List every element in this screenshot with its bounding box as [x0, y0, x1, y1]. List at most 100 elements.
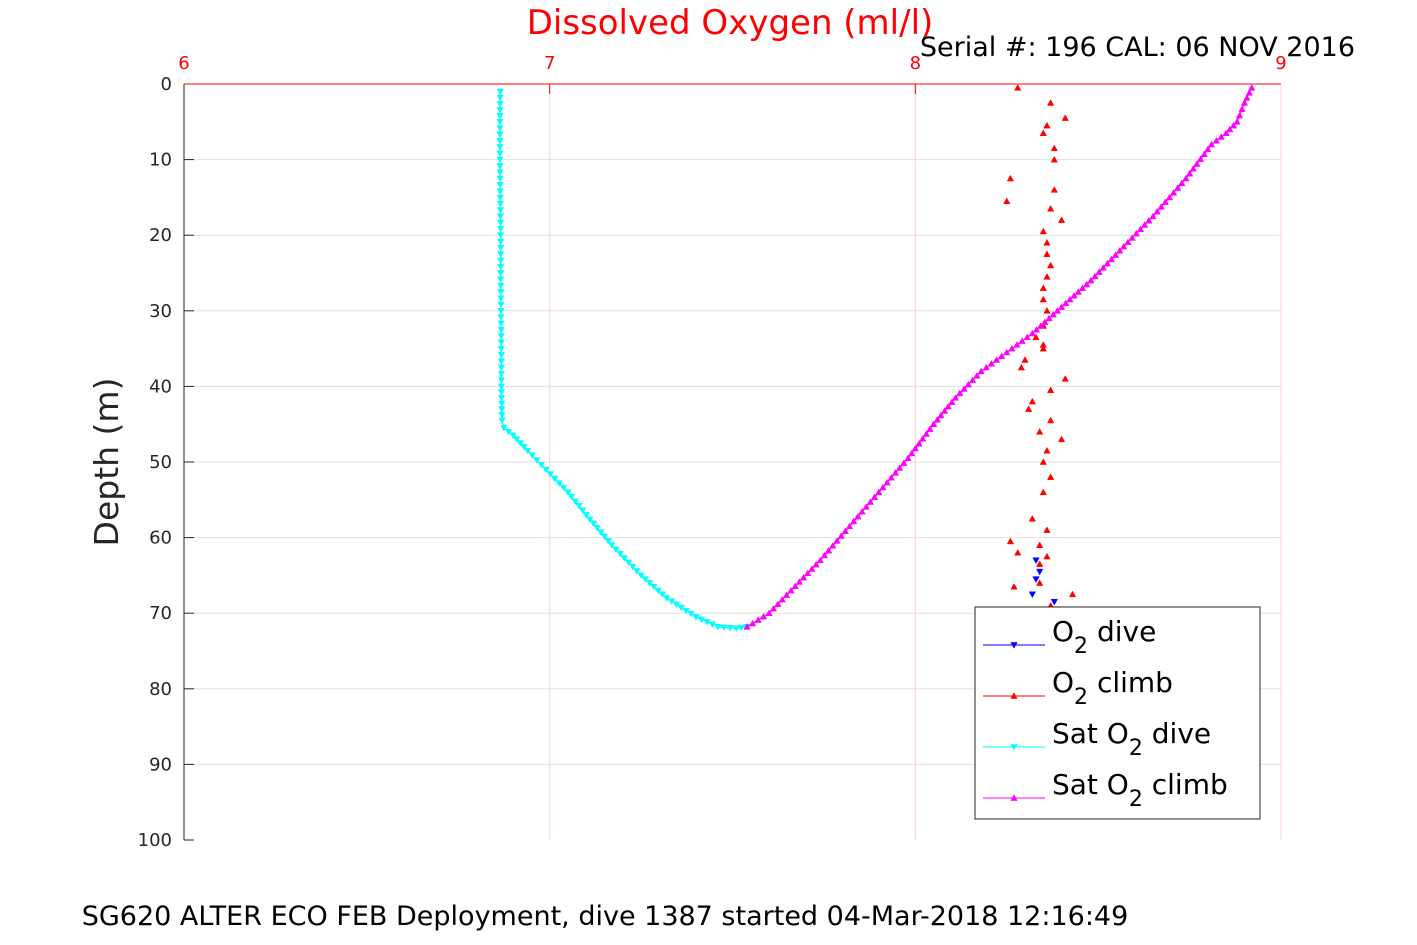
data-point: [658, 591, 667, 599]
data-point: [654, 587, 662, 595]
data-point: [1036, 541, 1044, 548]
data-point: [551, 475, 559, 483]
data-point: [904, 454, 912, 462]
data-point: [497, 276, 505, 284]
data-point: [629, 563, 637, 571]
data-point: [677, 604, 685, 612]
data-point: [1182, 174, 1190, 182]
data-point: [1087, 276, 1095, 284]
data-point: [498, 417, 506, 425]
y-axis-label: Depth (m): [87, 378, 126, 547]
data-point: [667, 598, 676, 605]
data-point: [748, 619, 757, 627]
data-point: [692, 614, 700, 621]
data-point: [1068, 590, 1077, 598]
data-point: [496, 112, 504, 120]
data-point: [919, 435, 927, 442]
data-point: [1043, 446, 1051, 454]
x-tick-label: 8: [910, 53, 921, 74]
data-point: [765, 609, 773, 617]
data-point: [1120, 242, 1128, 250]
data-point: [799, 573, 808, 581]
data-point: [496, 188, 504, 195]
data-point: [1061, 114, 1069, 121]
data-point: [497, 295, 505, 302]
data-point: [608, 542, 616, 549]
y-tick-label: 70: [149, 603, 172, 624]
data-point: [1145, 216, 1153, 224]
data-point: [911, 444, 919, 452]
data-point: [726, 625, 734, 632]
data-point: [1014, 84, 1022, 91]
legend-marker-sat-o2-dive: [1010, 744, 1018, 751]
data-point: [524, 447, 532, 455]
data-point: [496, 150, 504, 158]
data-point: [1018, 337, 1026, 344]
data-point: [663, 595, 671, 602]
data-point: [1193, 160, 1201, 167]
data-point: [1169, 188, 1178, 196]
data-point: [933, 416, 941, 423]
data-point: [915, 439, 923, 447]
data-point: [738, 624, 746, 632]
data-point: [496, 94, 504, 102]
data-point: [1116, 247, 1124, 254]
data-point: [1006, 537, 1015, 545]
data-point: [497, 232, 505, 239]
data-point: [682, 607, 690, 615]
data-point: [870, 493, 879, 500]
data-point: [1028, 591, 1036, 599]
data-point: [1025, 405, 1033, 412]
data-point: [612, 546, 620, 554]
data-point: [1043, 307, 1051, 314]
legend-label-part: O: [1052, 666, 1074, 699]
data-point: [937, 411, 945, 419]
data-point: [1043, 526, 1051, 533]
data-point: [854, 512, 862, 520]
y-tick-label: 40: [149, 376, 172, 397]
data-point: [555, 480, 563, 487]
legend-label-sat-o2-dive: Sat O2 dive: [1052, 717, 1211, 761]
data-point: [1226, 125, 1234, 133]
legend-label-part: O: [1052, 615, 1074, 648]
data-point: [1043, 552, 1051, 560]
data-point: [637, 572, 645, 580]
y-tick-label: 60: [149, 528, 172, 549]
y-tick-label: 50: [149, 452, 172, 473]
data-point: [973, 371, 981, 379]
data-point: [497, 383, 506, 391]
data-point: [998, 352, 1006, 359]
data-point: [496, 219, 505, 227]
data-point: [1047, 99, 1055, 106]
y-tick-label: 100: [138, 830, 172, 851]
data-point: [498, 411, 506, 419]
data-point: [778, 595, 786, 603]
data-point: [1057, 303, 1066, 310]
data-point: [900, 459, 908, 466]
data-point: [1157, 203, 1165, 210]
x-tick-label: 6: [178, 53, 189, 74]
data-point: [1039, 295, 1047, 303]
data-point: [542, 466, 550, 474]
data-point: [496, 226, 505, 233]
data-point: [1149, 212, 1157, 220]
legend-label-sat-o2-climb: Sat O2 climb: [1052, 768, 1228, 812]
data-point: [496, 131, 504, 139]
data-point: [866, 498, 875, 505]
data-point: [1014, 549, 1022, 556]
data-point: [1057, 216, 1066, 223]
data-point: [754, 616, 762, 623]
data-point: [837, 532, 845, 539]
data-point: [1070, 291, 1078, 299]
y-tick-label: 30: [149, 301, 172, 322]
data-point: [497, 364, 506, 372]
data-point: [1043, 250, 1051, 257]
data-point: [808, 565, 816, 572]
data-point: [498, 406, 506, 413]
data-point: [645, 580, 654, 587]
data-point: [948, 398, 956, 405]
data-point: [624, 559, 633, 567]
data-point: [1062, 299, 1070, 307]
data-point: [824, 546, 833, 554]
